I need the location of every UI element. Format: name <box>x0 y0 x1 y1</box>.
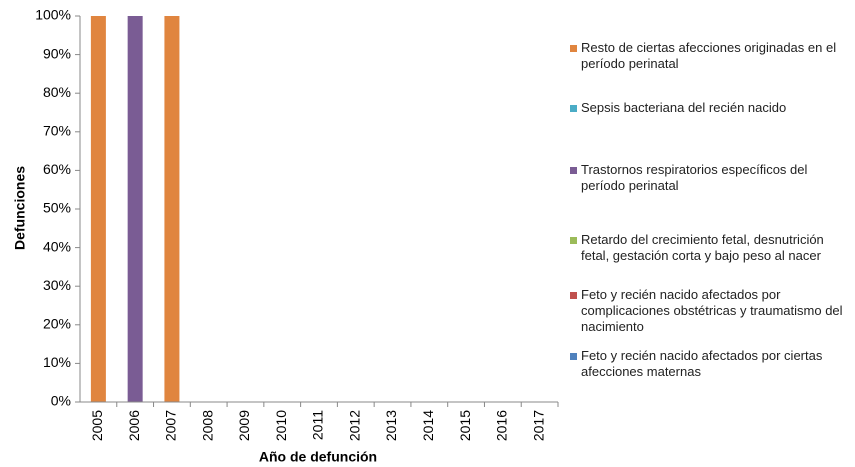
bar-segment <box>127 16 143 402</box>
legend-label: Feto y recién nacido afectados por ciert… <box>581 348 823 379</box>
x-tick-label: 2007 <box>163 410 179 441</box>
y-tick-label: 20% <box>43 316 71 332</box>
y-tick-label: 100% <box>35 7 71 23</box>
y-tick-label: 10% <box>43 354 71 370</box>
bar-segment <box>164 16 180 402</box>
y-tick-label: 70% <box>43 123 71 139</box>
legend-item: Feto y recién nacido afectados por ciert… <box>570 348 850 380</box>
x-tick-label: 2006 <box>126 410 142 441</box>
legend-item: Sepsis bacteriana del recién nacido <box>570 100 850 116</box>
y-tick-label: 40% <box>43 238 71 254</box>
legend-swatch <box>570 105 577 112</box>
legend-item: Retardo del crecimiento fetal, desnutric… <box>570 232 850 264</box>
x-tick-label: 2017 <box>530 410 546 441</box>
y-tick-label: 80% <box>43 84 71 100</box>
legend-item: Resto de ciertas afecciones originadas e… <box>570 40 850 72</box>
legend-label: Sepsis bacteriana del recién nacido <box>581 100 787 115</box>
x-tick-label: 2010 <box>273 410 289 441</box>
legend-item: Feto y recién nacido afectados por compl… <box>570 287 850 335</box>
legend-label: Resto de ciertas afecciones originadas e… <box>581 40 837 71</box>
x-tick-label: 2013 <box>383 410 399 441</box>
x-tick-label: 2016 <box>494 410 510 441</box>
legend-swatch <box>570 45 577 52</box>
y-tick-label: 0% <box>51 393 71 409</box>
x-axis-title: Año de defunción <box>259 449 377 465</box>
legend-item: Trastornos respiratorios específicos del… <box>570 162 850 194</box>
legend-label: Trastornos respiratorios específicos del… <box>581 162 808 193</box>
x-tick-label: 2014 <box>420 410 436 441</box>
legend-swatch <box>570 167 577 174</box>
x-tick-label: 2012 <box>346 410 362 441</box>
y-tick-label: 60% <box>43 161 71 177</box>
x-tick-label: 2015 <box>457 410 473 441</box>
y-axis-title: Defunciones <box>12 166 28 250</box>
y-tick-label: 30% <box>43 277 71 293</box>
legend-swatch <box>570 237 577 244</box>
x-tick-label: 2009 <box>236 410 252 441</box>
legend-label: Feto y recién nacido afectados por compl… <box>581 287 843 334</box>
y-tick-label: 50% <box>43 200 71 216</box>
legend-swatch <box>570 292 577 299</box>
legend-label: Retardo del crecimiento fetal, desnutric… <box>581 232 824 263</box>
x-tick-label: 2011 <box>310 410 326 440</box>
legend-swatch <box>570 353 577 360</box>
x-tick-label: 2008 <box>199 410 215 441</box>
bar-segment <box>90 16 106 402</box>
x-tick-label: 2005 <box>89 410 105 441</box>
y-tick-label: 90% <box>43 45 71 61</box>
